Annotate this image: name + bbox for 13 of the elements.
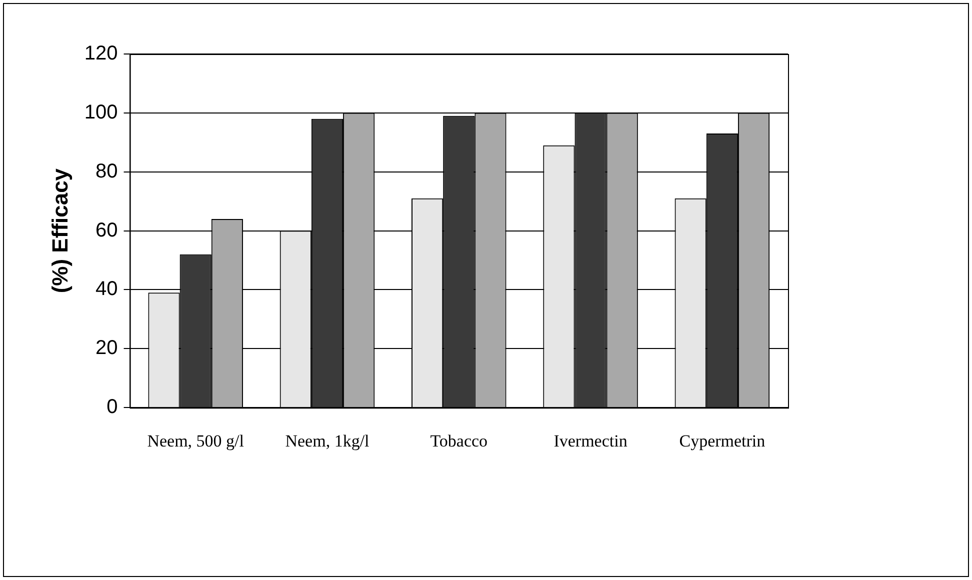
y-tick-label: 100: [84, 101, 118, 124]
y-tick-label: 20: [96, 337, 118, 360]
x-tick-label: Ivermectin: [554, 431, 628, 450]
y-axis-title: (%) Efficacy: [47, 168, 72, 294]
x-tick-label: Neem, 500 g/l: [147, 431, 244, 450]
y-tick-label: 0: [106, 396, 118, 418]
y-tick-label: 40: [96, 278, 118, 300]
y-tick-label: 60: [96, 219, 118, 242]
y-tick-label: 120: [84, 42, 118, 65]
x-tick-label: Neem, 1kg/l: [285, 431, 370, 450]
x-tick-label: Tobacco: [430, 431, 488, 450]
x-tick-label: Cypermetrin: [679, 431, 766, 450]
y-tick-label: 80: [96, 160, 118, 182]
